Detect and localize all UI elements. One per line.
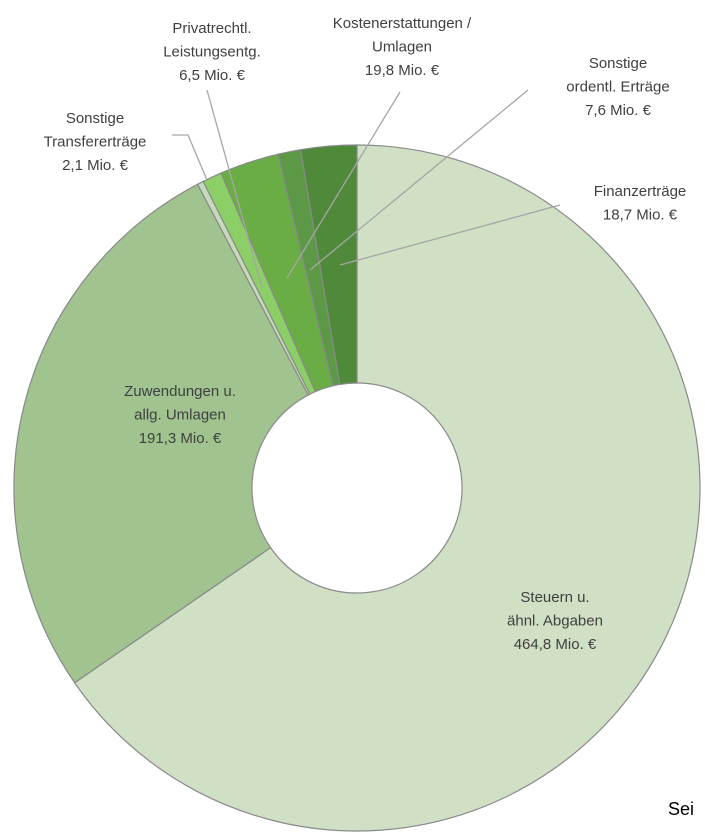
donut-slice [299,144,358,386]
leader-line [286,91,401,279]
value-label: 19,8 Mio. € [365,62,440,79]
leader-line [172,134,208,181]
slice-label: Finanzerträge [594,183,687,200]
donut-slice [73,144,701,832]
value-label: 18,7 Mio. € [603,206,678,223]
value-label: 191,3 Mio. € [139,430,222,447]
leader-line [309,89,529,271]
value-label: 2,1 Mio. € [62,157,129,174]
slice-label: Sonstige [66,110,124,127]
value-label: 464,8 Mio. € [514,636,597,653]
donut-slice [13,183,309,684]
slice-label: ähnl. Abgaben [507,612,603,629]
slice-label: Privatrechtl. [172,20,251,37]
slice-label: Steuern u. [520,589,589,606]
leader-line [206,89,263,289]
value-label: 7,6 Mio. € [585,102,652,119]
footer-text: Sei [668,799,694,819]
slice-label: ordentl. Erträge [566,78,669,95]
slice-label: allg. Umlagen [134,406,226,423]
slice-label: Leistungsentg. [163,43,261,60]
slice-label: Transfererträge [44,133,147,150]
slice-label: Kostenerstattungen / [333,15,472,32]
slice-label: Sonstige [589,55,647,72]
leader-line [339,204,561,266]
slice-label: Umlagen [372,38,432,55]
value-label: 6,5 Mio. € [179,67,246,84]
slice-label: Zuwendungen u. [124,383,236,400]
